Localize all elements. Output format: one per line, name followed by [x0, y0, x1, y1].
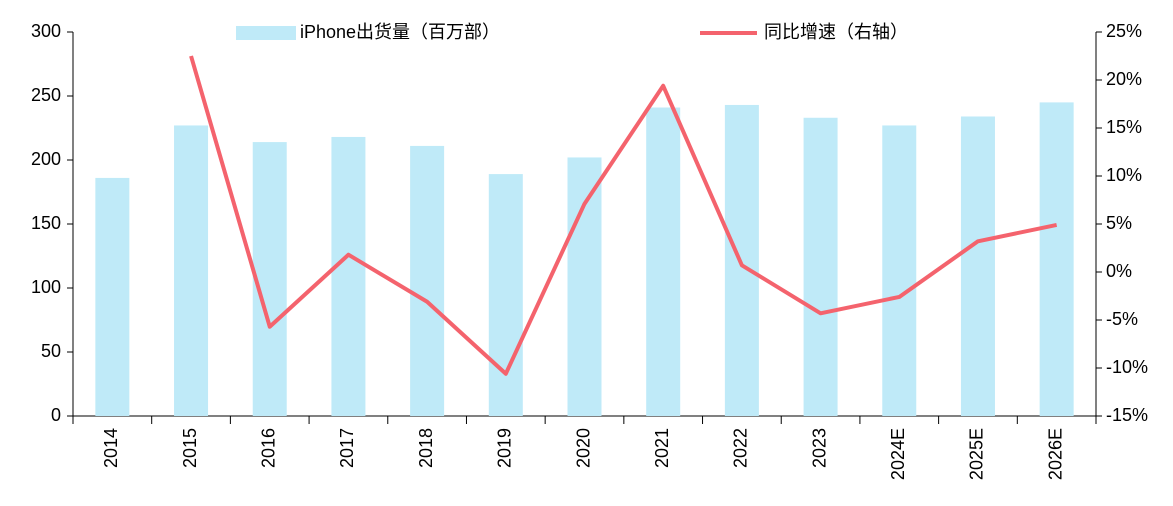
- x-tick-label: 2023: [809, 428, 829, 468]
- bar: [174, 125, 209, 416]
- y2-tick-label: -10%: [1106, 357, 1148, 377]
- bar: [646, 107, 681, 417]
- y2-tick-label: 10%: [1106, 165, 1142, 185]
- bar: [567, 157, 602, 416]
- y-tick-label: 200: [31, 149, 61, 169]
- x-tick-label: 2020: [573, 428, 593, 468]
- y-tick-label: 50: [41, 341, 61, 361]
- x-tick-label: 2025E: [967, 428, 987, 480]
- x-tick-label: 2014: [101, 428, 121, 468]
- x-tick-label: 2017: [337, 428, 357, 468]
- line: [189, 55, 1058, 376]
- bar: [410, 145, 445, 417]
- bar: [252, 142, 287, 416]
- bar: [882, 125, 917, 416]
- x-tick-label: 2019: [495, 428, 515, 468]
- x-tick-label: 2021: [652, 428, 672, 468]
- x-tick-label: 2024E: [888, 428, 908, 480]
- x-tick-label: 2015: [180, 428, 200, 468]
- y-tick-label: 300: [31, 21, 61, 41]
- y2-tick-label: 25%: [1106, 21, 1142, 41]
- y-tick-label: 250: [31, 85, 61, 105]
- x-tick-label: 2018: [416, 428, 436, 468]
- bar: [488, 174, 523, 416]
- y-tick-label: 0: [51, 405, 61, 425]
- legend-swatch: [236, 26, 296, 40]
- bar: [1039, 102, 1074, 417]
- bar: [331, 136, 366, 416]
- legend-label: 同比增速（右轴）: [764, 22, 908, 42]
- x-tick-label: 2022: [731, 428, 751, 468]
- y2-tick-label: 0%: [1106, 261, 1132, 281]
- y2-tick-label: -5%: [1106, 309, 1138, 329]
- bar: [960, 116, 995, 416]
- x-tick-label: 2026E: [1045, 428, 1065, 480]
- y2-tick-label: -15%: [1106, 405, 1148, 425]
- y-tick-label: 100: [31, 277, 61, 297]
- bar: [803, 117, 838, 416]
- y2-tick-label: 20%: [1106, 69, 1142, 89]
- x-tick-label: 2016: [258, 428, 278, 468]
- y2-tick-label: 15%: [1106, 117, 1142, 137]
- legend-label: iPhone出货量（百万部）: [300, 22, 500, 42]
- y2-tick-label: 5%: [1106, 213, 1132, 233]
- y-tick-label: 150: [31, 213, 61, 233]
- bar: [95, 177, 130, 416]
